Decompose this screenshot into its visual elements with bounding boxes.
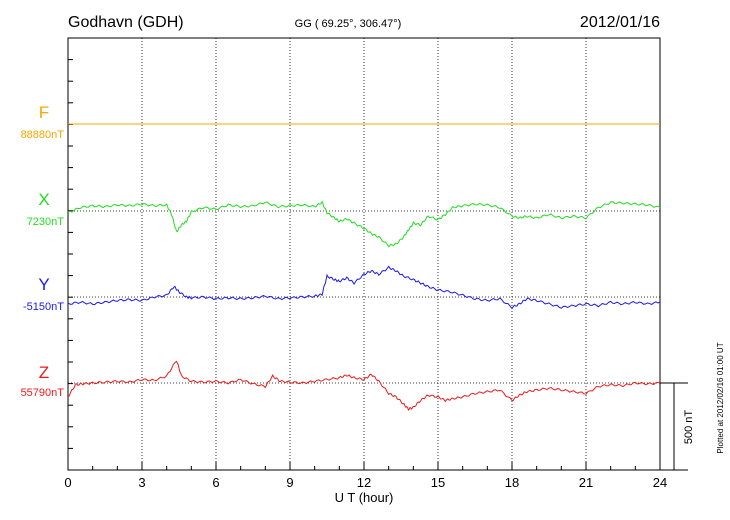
x-tick-label-3: 3 [138, 475, 145, 490]
x-tick-label-12: 12 [357, 475, 371, 490]
series-group [67, 123, 661, 411]
series-name-x: X [38, 190, 49, 209]
left-tick-marks [68, 59, 73, 449]
station-coords: GG ( 69.25°, 306.47°) [295, 18, 402, 30]
series-baseline-label-z: 55790nT [21, 387, 65, 399]
x-tick-label-24: 24 [653, 475, 667, 490]
plot-date: 2012/01/16 [580, 14, 660, 31]
series-name-z: Z [39, 363, 49, 382]
series-line-y [67, 265, 661, 310]
x-tick-label-18: 18 [505, 475, 519, 490]
x-tick-label-21: 21 [579, 475, 593, 490]
x-tick-label-6: 6 [212, 475, 219, 490]
x-tick-label-9: 9 [286, 475, 293, 490]
x-axis-ticks: 0 3 6 9 12 15 18 21 24 [64, 462, 667, 490]
series-name-f: F [39, 103, 49, 122]
x-tick-label-15: 15 [431, 475, 445, 490]
station-title: Godhavn (GDH) [68, 14, 184, 31]
vertical-grid [141, 38, 587, 470]
series-name-y: Y [38, 275, 49, 294]
scale-bar-label: 500 nT [683, 410, 695, 445]
series-baseline-label-x: 7230nT [27, 216, 65, 228]
series-line-x [67, 200, 661, 248]
series-baseline-label-y: -5150nT [23, 301, 64, 313]
scale-bar: 500 nT [660, 382, 695, 471]
series-line-z [67, 360, 661, 411]
series-labels: F 88880nT X 7230nT Y -5150nT Z 55790nT [21, 103, 65, 399]
x-tick-label-0: 0 [64, 475, 71, 490]
plotted-at-note: Plotted at 2012/02/16 01:00 UT [716, 342, 725, 453]
series-baseline-label-f: 88880nT [21, 129, 65, 141]
x-axis-label: U T (hour) [335, 490, 394, 505]
